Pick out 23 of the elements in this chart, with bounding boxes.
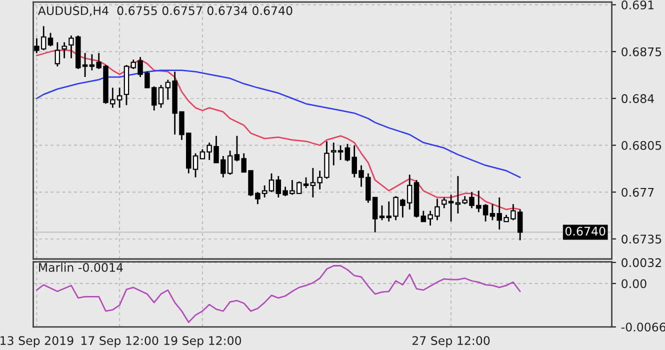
y-tick-label: 0.691 bbox=[622, 0, 654, 10]
y-tick-label: 0.6805 bbox=[622, 140, 662, 150]
candlestick bbox=[54, 42, 60, 68]
candlestick bbox=[158, 84, 164, 108]
y-tick-label: 0.677 bbox=[622, 188, 654, 197]
y-tick-label: 0.0032 bbox=[622, 258, 661, 268]
x-tick-label: 27 Sep 12:00 bbox=[412, 336, 490, 348]
x-tick-label: 19 Sep 12:00 bbox=[164, 336, 242, 348]
x-tick-label: 13 Sep 2019 bbox=[0, 336, 74, 348]
candlestick bbox=[268, 172, 274, 193]
candlestick bbox=[379, 204, 385, 221]
chart-title: AUDUSD,H4 0.6755 0.6757 0.6734 0.6740 bbox=[38, 6, 292, 16]
ref-line-label: 0.6740 bbox=[565, 226, 606, 236]
candlestick bbox=[303, 176, 309, 189]
chart-title: Marlin -0.0014 bbox=[39, 262, 123, 272]
x-tick-label: 17 Sep 12:00 bbox=[81, 336, 158, 348]
candlestick bbox=[48, 32, 54, 47]
y-tick-label: 0.00 bbox=[622, 279, 646, 288]
line-series bbox=[36, 70, 521, 178]
candlestick bbox=[62, 42, 67, 59]
y-tick-label: 0.684 bbox=[622, 94, 654, 104]
y-tick-label: 0.6735 bbox=[622, 234, 662, 244]
y-tick-label: 0.6875 bbox=[622, 47, 662, 56]
